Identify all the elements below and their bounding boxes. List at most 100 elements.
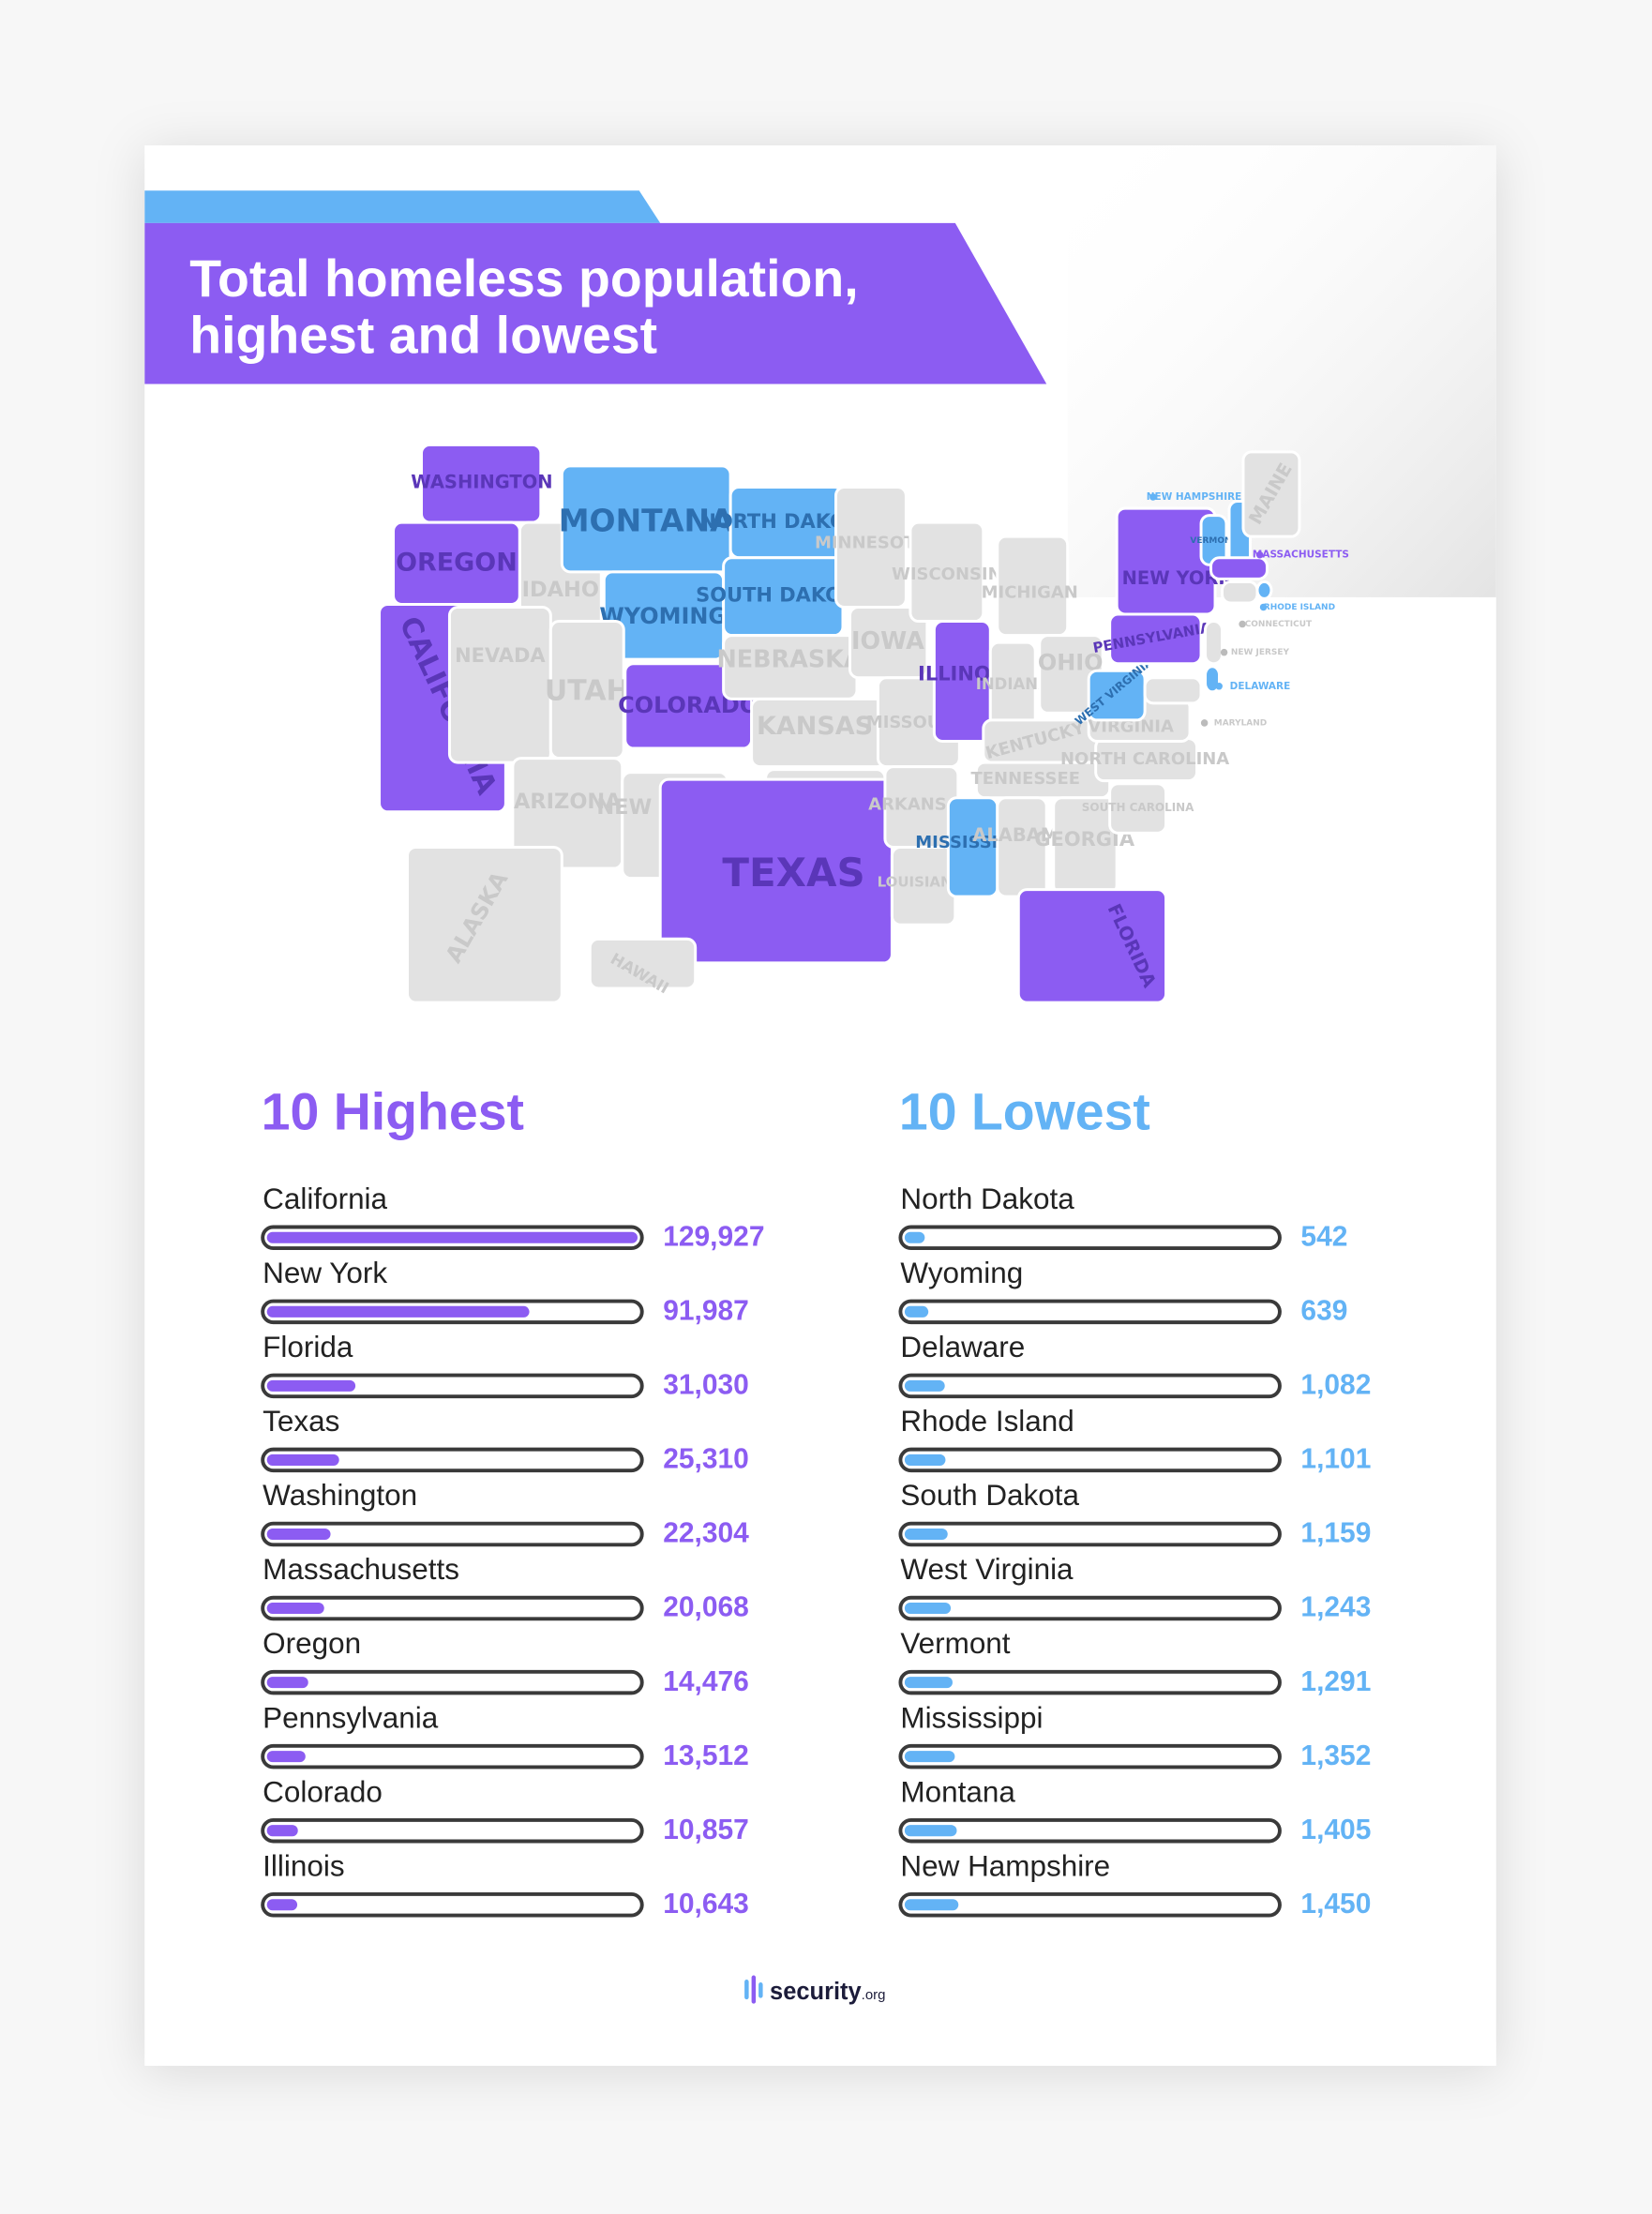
state-label: ARIZONA <box>514 790 622 814</box>
state <box>1241 450 1301 538</box>
bar-track <box>261 1669 644 1695</box>
bar <box>266 1231 638 1243</box>
row-label: Oregon <box>263 1626 361 1660</box>
bar <box>904 1305 929 1318</box>
bar-track <box>898 1891 1282 1918</box>
label-dot <box>1200 719 1209 727</box>
bar-track <box>898 1595 1282 1621</box>
brand-domain: .org <box>862 1987 886 2003</box>
state-label: ARKANSAS <box>868 794 971 814</box>
row-label: Washington <box>263 1478 417 1512</box>
state <box>996 535 1070 638</box>
bar-track <box>261 1373 644 1399</box>
value-label: 1,450 <box>1300 1889 1371 1920</box>
bar-track <box>898 1669 1282 1695</box>
value-label: 639 <box>1300 1295 1347 1326</box>
value-label: 542 <box>1300 1221 1347 1252</box>
value-label: 14,476 <box>663 1666 749 1697</box>
title-banner <box>144 222 1047 384</box>
value-label: 1,159 <box>1300 1518 1371 1549</box>
bar-track <box>261 1891 644 1918</box>
row-label: South Dakota <box>900 1478 1079 1512</box>
bar <box>266 1751 306 1763</box>
state-label: MONTANA <box>559 503 734 539</box>
state <box>1016 888 1168 1004</box>
bar <box>904 1379 945 1392</box>
title-line: highest and lowest <box>189 306 657 364</box>
value-label: 31,030 <box>663 1370 749 1401</box>
value-label: 22,304 <box>663 1518 749 1549</box>
state-label: MICHIGAN <box>982 582 1078 602</box>
row-label: Delaware <box>900 1330 1025 1363</box>
value-label: 1,082 <box>1300 1370 1371 1401</box>
bar-track <box>261 1447 644 1473</box>
state <box>447 605 552 764</box>
state-label: LOUISIANA <box>878 874 964 891</box>
label-dot <box>1259 603 1268 611</box>
row-label: Colorado <box>263 1774 383 1808</box>
bar <box>904 1528 948 1541</box>
state-label: NEW JERSEY <box>1231 648 1290 657</box>
us-map: WASHINGTONOREGONCALIFORNIAIDAHONEVADAMON… <box>378 443 1349 1004</box>
value-label: 1,101 <box>1300 1444 1371 1475</box>
value-label: 129,927 <box>663 1221 764 1252</box>
state-label: IDAHO <box>522 578 599 602</box>
logo-mark <box>751 1975 757 2004</box>
row-label: Montana <box>900 1774 1015 1808</box>
bar-track <box>261 1595 644 1621</box>
bar-lists: 10 Highest California 129,927 New York 91,98… <box>261 1082 1371 1920</box>
state-label: NEBRASKA <box>716 646 862 674</box>
state-label: OREGON <box>396 548 518 577</box>
row-label: Massachusetts <box>263 1552 459 1586</box>
bar <box>904 1453 946 1466</box>
bar <box>904 1899 959 1911</box>
bar-track <box>261 1817 644 1844</box>
state-label: TENNESSEE <box>970 769 1080 789</box>
state <box>588 937 698 990</box>
state-label: NORTH CAROLINA <box>1060 749 1229 769</box>
state <box>1204 620 1224 666</box>
value-label: 1,405 <box>1300 1815 1371 1845</box>
bar <box>266 1305 530 1318</box>
row-label: North Dakota <box>900 1182 1074 1215</box>
state-label: NEVADA <box>455 643 546 667</box>
value-label: 10,857 <box>663 1815 749 1845</box>
row-label: Florida <box>263 1330 353 1363</box>
state-label: DELAWARE <box>1230 681 1291 692</box>
state-label: IOWA <box>851 627 924 655</box>
bar-track <box>261 1743 644 1770</box>
row-label: Wyoming <box>900 1256 1023 1289</box>
state-label: VERMONT <box>1190 536 1238 546</box>
state-label: KANSAS <box>757 712 873 741</box>
value-label: 1,291 <box>1300 1666 1371 1697</box>
state <box>1209 556 1269 580</box>
bar-track <box>261 1521 644 1547</box>
bar-track <box>898 1817 1282 1844</box>
value-label: 1,352 <box>1300 1740 1371 1771</box>
value-label: 10,643 <box>663 1889 749 1920</box>
bar-track <box>898 1447 1282 1473</box>
row-label: Rhode Island <box>900 1404 1074 1438</box>
state <box>1255 580 1273 600</box>
bar <box>904 1825 957 1837</box>
state-label: MINNESOTA <box>815 534 927 553</box>
bar <box>266 1825 298 1837</box>
row-label: Pennsylvania <box>263 1700 439 1734</box>
label-dot <box>1149 493 1157 501</box>
title-line: Total homeless population, <box>189 249 858 308</box>
label-dot <box>1239 620 1246 628</box>
state-label: SOUTH CAROLINA <box>1082 801 1194 814</box>
row-label: West Virginia <box>900 1552 1074 1586</box>
label-dot <box>1215 683 1223 690</box>
value-label: 25,310 <box>663 1444 749 1475</box>
brand: security.org <box>770 1979 885 2005</box>
state-label: RHODE ISLAND <box>1264 603 1335 612</box>
value-label: 13,512 <box>663 1740 749 1771</box>
bar-track <box>898 1225 1282 1251</box>
logo-mark <box>758 1982 763 1998</box>
state-label: WISCONSIN <box>892 565 1002 584</box>
bar <box>266 1603 324 1615</box>
row-label: Vermont <box>900 1626 1010 1660</box>
row-label: California <box>263 1182 387 1215</box>
